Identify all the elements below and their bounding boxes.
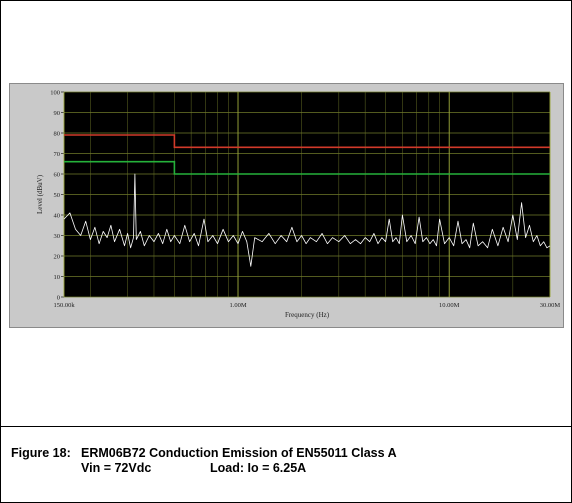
x-tick-label: 10.00M — [439, 302, 460, 309]
x-tick-label: 150.00k — [53, 302, 75, 309]
caption-line-2: Vin = 72Vdc Load: Io = 6.25A — [11, 461, 397, 476]
y-tick-label: 40 — [54, 213, 61, 220]
y-tick-label: 0 — [57, 295, 60, 302]
figure-caption: Figure 18: ERM06B72 Conduction Emission o… — [11, 446, 397, 476]
caption-divider — [0, 426, 572, 427]
x-tick-label: 30.00M — [540, 302, 561, 309]
y-tick-label: 70 — [54, 151, 61, 158]
y-tick-label: 90 — [54, 110, 61, 117]
load-current: Load: Io = 6.25A — [210, 461, 307, 475]
x-axis-label: Frequency (Hz) — [285, 311, 330, 319]
figure-title: ERM06B72 Conduction Emission of EN55011 … — [81, 446, 397, 460]
y-tick-label: 10 — [54, 274, 61, 281]
y-tick-label: 80 — [54, 131, 61, 138]
y-tick-label: 20 — [54, 254, 61, 261]
emission-chart: 0 10 20 30 40 50 60 70 80 90 100 150.00k 1.00M 10.00M… — [36, 90, 561, 320]
limit-line-average — [64, 160, 550, 175]
limit-line-quasi-peak — [64, 134, 550, 149]
y-tick-label: 30 — [54, 233, 61, 240]
y-tick-label: 60 — [54, 172, 61, 179]
x-tick-label: 1.00M — [229, 302, 246, 309]
y-axis-label: Level (dBuV) — [36, 174, 44, 214]
y-tick-label: 100 — [50, 90, 60, 97]
y-tick-label: 50 — [54, 192, 61, 199]
emission-trace — [63, 173, 551, 267]
input-voltage: Vin = 72Vdc — [81, 461, 152, 475]
figure-label: Figure 18: — [11, 446, 71, 460]
caption-line-1: Figure 18: ERM06B72 Conduction Emission o… — [11, 446, 397, 461]
